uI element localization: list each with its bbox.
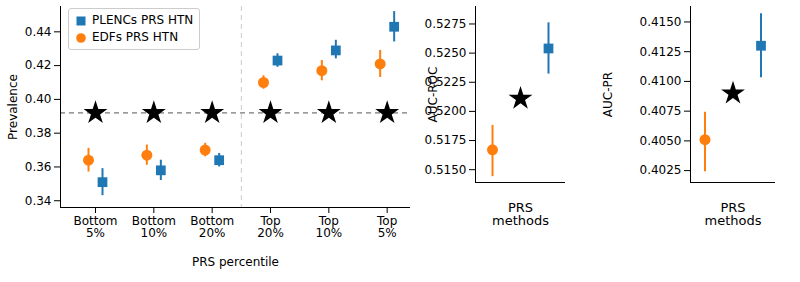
svg-text:0.4150: 0.4150 — [640, 15, 682, 29]
svg-text:PRSmethods: PRSmethods — [492, 200, 549, 228]
svg-text:Bottom20%: Bottom20% — [190, 214, 234, 240]
svg-text:Bottom5%: Bottom5% — [73, 214, 117, 240]
svg-text:0.5275: 0.5275 — [425, 17, 467, 31]
svg-text:0.42: 0.42 — [25, 58, 52, 72]
svg-text:AUC-PR: AUC-PR — [601, 72, 615, 117]
svg-text:0.5175: 0.5175 — [425, 133, 467, 147]
svg-text:PRS percentile: PRS percentile — [192, 255, 279, 269]
svg-text:Top5%: Top5% — [376, 214, 397, 240]
svg-text:0.5150: 0.5150 — [425, 163, 467, 177]
svg-text:0.5200: 0.5200 — [424, 104, 467, 119]
svg-text:0.38: 0.38 — [25, 126, 52, 140]
svg-text:Prevalence: Prevalence — [6, 74, 20, 140]
html-text:EDFs PRS HTN: EDFs PRS HTN — [92, 30, 179, 44]
svg-text:0.40: 0.40 — [25, 92, 52, 106]
html-text:PLENCs PRS HTN: PLENCs PRS HTN — [92, 13, 194, 27]
svg-text:0.34: 0.34 — [25, 194, 52, 208]
svg-text:0.4050: 0.4050 — [640, 134, 682, 148]
svg-text:0.4100: 0.4100 — [640, 74, 682, 88]
svg-text:Top10%: Top10% — [315, 214, 342, 240]
svg-text:0.4025: 0.4025 — [640, 163, 682, 177]
svg-text:0.5250: 0.5250 — [425, 46, 467, 60]
svg-text:0.44: 0.44 — [25, 25, 52, 39]
svg-text:PRSmethods: PRSmethods — [705, 200, 762, 228]
svg-text:Bottom10%: Bottom10% — [132, 214, 176, 240]
svg-text:Top20%: Top20% — [257, 214, 284, 240]
svg-text:AUC-ROC: AUC-ROC — [426, 67, 440, 123]
svg-text:0.4075: 0.4075 — [640, 104, 682, 118]
svg-text:0.5225: 0.5225 — [424, 75, 467, 90]
svg-text:0.36: 0.36 — [25, 160, 52, 174]
svg-text:0.4125: 0.4125 — [640, 45, 682, 59]
